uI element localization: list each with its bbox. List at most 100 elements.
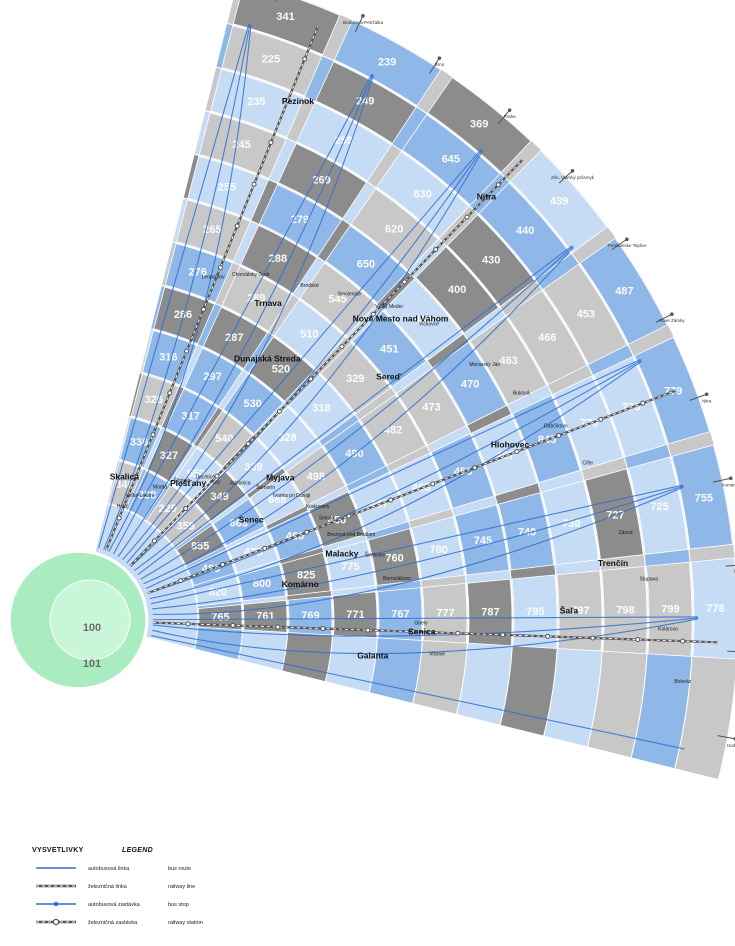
rail-station-icon[interactable] <box>410 629 416 635</box>
rail-station-icon[interactable] <box>200 306 206 312</box>
zone-cell[interactable]: 510 <box>273 299 346 370</box>
zone-cell[interactable]: 630 <box>376 151 470 239</box>
zone-cell[interactable]: 482 <box>359 394 427 466</box>
zone-cell[interactable]: 297 <box>184 347 244 407</box>
zone-cell[interactable]: 470 <box>432 341 507 426</box>
rail-station-icon[interactable] <box>500 632 506 638</box>
zone-cell[interactable]: 339 <box>225 438 283 495</box>
zone-cell[interactable]: 765 <box>198 604 243 631</box>
zone-cell[interactable]: 326 <box>130 373 180 427</box>
rail-station-icon[interactable] <box>285 98 291 104</box>
zone-cell[interactable]: 767 <box>377 587 423 641</box>
central-zone-bratislava[interactable]: 100 101 <box>9 551 147 689</box>
zone-cell[interactable]: 798 <box>601 566 648 655</box>
rail-station-icon[interactable] <box>276 408 282 414</box>
rail-station-icon[interactable] <box>251 181 257 187</box>
rail-station-icon[interactable] <box>455 630 461 636</box>
zone-cell[interactable]: 771 <box>332 591 378 639</box>
rail-station-icon[interactable] <box>217 265 223 271</box>
rail-station-icon[interactable] <box>262 545 268 551</box>
zone-cell[interactable]: 269 <box>277 143 368 219</box>
rail-station-icon[interactable] <box>635 637 641 643</box>
zone-cell[interactable]: 760 <box>367 528 421 586</box>
rail-station-icon[interactable] <box>151 538 157 544</box>
zone-cell[interactable]: 400 <box>415 246 500 334</box>
zone-cell[interactable]: 289 <box>221 265 293 332</box>
rail-station-icon[interactable] <box>304 529 310 535</box>
zone-cell[interactable]: 316 <box>142 330 198 386</box>
rail-station-icon[interactable] <box>275 624 281 630</box>
zone-cell[interactable]: 349 <box>193 470 247 522</box>
zone-cell[interactable]: 328 <box>257 406 319 468</box>
rail-station-icon[interactable] <box>472 465 478 471</box>
rail-station-icon[interactable] <box>220 561 226 567</box>
rail-station-icon[interactable] <box>268 140 274 146</box>
rail-station-icon[interactable] <box>214 473 220 479</box>
rail-station-icon[interactable] <box>116 515 122 521</box>
rail-station-icon[interactable] <box>590 635 596 641</box>
rail-station-icon[interactable] <box>346 513 352 519</box>
zone-cell[interactable]: 797 <box>556 570 603 652</box>
rail-station-icon[interactable] <box>495 182 501 188</box>
zone-cell[interactable]: 440 <box>478 182 572 281</box>
rail-station-icon[interactable] <box>167 390 173 396</box>
zone-cell[interactable]: 730 <box>541 480 599 566</box>
zone-cell[interactable]: 688 <box>249 472 306 527</box>
rail-station-icon[interactable] <box>339 344 345 350</box>
zone-cell[interactable]: 540 <box>197 410 254 468</box>
rail-station-icon[interactable] <box>320 626 326 632</box>
zone-cell[interactable]: 799 <box>646 561 693 657</box>
rail-station-icon[interactable] <box>234 223 240 229</box>
rail-station-icon[interactable] <box>308 376 314 382</box>
rail-station-icon[interactable] <box>680 638 686 644</box>
zone-cell[interactable]: 740 <box>497 492 555 571</box>
rail-station-icon[interactable] <box>184 348 190 354</box>
rail-station-icon[interactable] <box>433 247 439 253</box>
zone-cell[interactable]: 787 <box>466 578 513 647</box>
zone-cell[interactable]: 439 <box>509 150 608 254</box>
zone-cell[interactable]: 265 <box>176 199 251 262</box>
zone-cell[interactable]: 855 <box>176 524 226 567</box>
zone-cell[interactable]: 463 <box>469 315 548 406</box>
rail-station-icon[interactable] <box>365 627 371 633</box>
rail-station-icon[interactable] <box>640 400 646 406</box>
zone-cell[interactable]: 466 <box>506 289 588 386</box>
zone-cell[interactable]: 755 <box>671 444 734 550</box>
rail-station-icon[interactable] <box>464 214 470 220</box>
zone-cell[interactable]: 530 <box>222 373 285 435</box>
zone-cell[interactable]: 645 <box>401 114 501 206</box>
rail-station-icon[interactable] <box>401 279 407 285</box>
zone-cell[interactable]: 453 <box>542 263 628 365</box>
zone-cell[interactable]: 520 <box>248 336 315 402</box>
zone-cell[interactable]: 346 <box>108 460 144 510</box>
zone-cell[interactable]: 318 <box>288 374 355 442</box>
rail-station-icon[interactable] <box>183 506 189 512</box>
zone-cell[interactable]: 777 <box>422 582 468 644</box>
rail-station-icon[interactable] <box>514 449 520 455</box>
rail-station-icon[interactable] <box>598 416 604 422</box>
zone-cell[interactable]: 725 <box>628 456 689 555</box>
zone-cell[interactable]: 239 <box>333 20 442 107</box>
rail-station-icon[interactable] <box>133 473 139 479</box>
zone-cell[interactable]: 369 <box>427 76 532 173</box>
rail-station-icon[interactable] <box>545 633 551 639</box>
rail-station-icon[interactable] <box>185 621 191 627</box>
rail-station-icon[interactable] <box>388 497 394 503</box>
zone-cell[interactable]: 487 <box>579 237 668 345</box>
rail-station-icon[interactable] <box>178 578 184 584</box>
zone-cell[interactable]: 780 <box>411 516 465 581</box>
rail-station-icon[interactable] <box>430 481 436 487</box>
zone-cell[interactable]: 287 <box>202 306 268 370</box>
zone-cell[interactable]: 778 <box>690 557 735 660</box>
zone-cell[interactable]: 620 <box>350 188 439 272</box>
rail-station-icon[interactable] <box>245 441 251 447</box>
zone-cell[interactable]: 451 <box>351 310 427 388</box>
rail-station-icon[interactable] <box>370 311 376 317</box>
rail-station-icon[interactable] <box>150 432 156 438</box>
rail-station-icon[interactable] <box>302 56 308 62</box>
zone-cell[interactable]: 435 <box>383 278 464 361</box>
rail-station-icon[interactable] <box>230 622 236 628</box>
zone-cell[interactable]: 468 <box>390 452 452 522</box>
zone-cell[interactable]: 229 <box>146 484 192 533</box>
zone-cell[interactable]: 327 <box>146 429 194 482</box>
